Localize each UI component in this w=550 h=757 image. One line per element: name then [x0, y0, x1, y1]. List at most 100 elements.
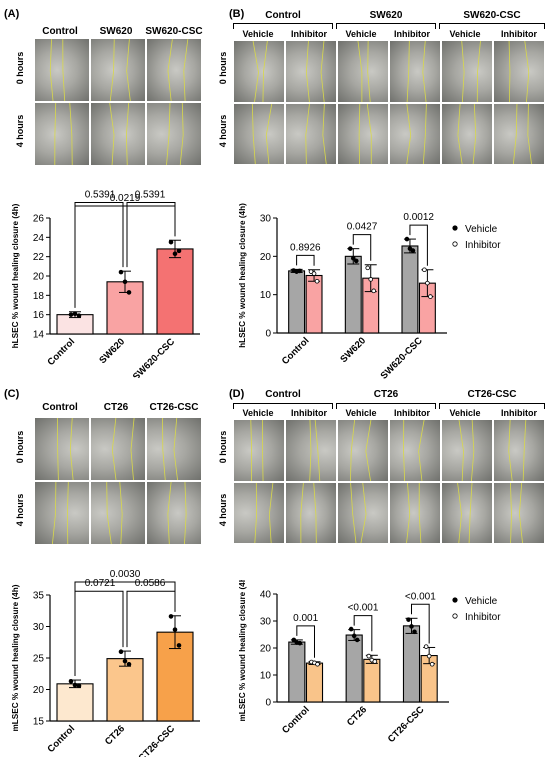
- chart-b-point-vehicle-0-2: [297, 268, 302, 274]
- chart-d-legend-label-0: Vehicle: [465, 596, 498, 607]
- chart-c-ytick-label-4: 35: [33, 591, 45, 602]
- panel-d-image-r0-c4: [441, 419, 493, 482]
- panel-a-image-r0-c1: [90, 38, 146, 102]
- panel-c-image-r1-c0: [34, 481, 90, 545]
- panel-b-image-r0-c3: [389, 40, 441, 103]
- panel-c-wound-edges-r0-c2: [162, 418, 178, 480]
- panel-d-sub-vehicle-3: Vehicle: [449, 408, 481, 418]
- chart-d-bar-vehicle-2: [402, 625, 421, 703]
- panel-d-image-r1-c1: [285, 481, 337, 544]
- panel-d-group-ct26: CT26: [373, 389, 399, 400]
- chart-c-point-1-1: [122, 658, 128, 664]
- chart-a-ytick-label-4: 22: [33, 252, 45, 263]
- chart-d-point-inhibitor-2-1: [426, 653, 432, 659]
- chart-a-comparison-bracket-2: [74, 205, 176, 308]
- panel-a-wound-edges-r0-c2: [167, 39, 189, 101]
- chart-d-comparison-label-1: <0.001: [348, 603, 379, 614]
- panel-b-image-grid: [233, 40, 545, 165]
- chart-d-point-vehicle-2-0: [406, 617, 411, 622]
- chart-c-point-0-0: [68, 679, 74, 684]
- panel-d-wound-edges-r0-c4: [458, 419, 475, 481]
- panel-a-wound-edges-r1-c0: [54, 103, 73, 165]
- panel-b-wound-edges-r1-c3: [406, 103, 427, 165]
- chart-a-point-2-0: [168, 239, 174, 245]
- panel-a-image-r1-c0: [34, 102, 90, 166]
- chart-d-xtick-label-2: CT26-CSC: [386, 704, 427, 745]
- chart-d-legend-marker-1: [452, 613, 458, 619]
- panel-a-col-control: Control: [42, 26, 78, 37]
- chart-c-point-2-1: [172, 627, 178, 632]
- chart-b-point-vehicle-1-1: [350, 255, 356, 261]
- panel-b-wound-edges-r0-c4: [461, 40, 481, 102]
- panel-b-image-r0-c0: [233, 40, 285, 103]
- panel-d-group-control: Control: [265, 389, 301, 400]
- panel-b-wound-edges-r0-c1: [305, 40, 325, 102]
- chart-b-bar-vehicle-1: [344, 255, 362, 334]
- chart-a-ytick-label-0: 14: [33, 330, 45, 341]
- panel-b-wound-edges-r0-c2: [357, 40, 371, 102]
- panel-d-sub-vehicle-1: Vehicle: [242, 408, 274, 418]
- chart-c-point-0-2: [76, 683, 82, 689]
- panel-d-wound-edges-r1-c2: [350, 482, 367, 544]
- chart-c-ytick-label-3: 30: [33, 622, 45, 633]
- panel-d-wound-edges-r0-c5: [508, 419, 527, 481]
- panel-d-group-ct26-csc: CT26-CSC: [467, 389, 517, 400]
- panel-d-label: (D): [229, 388, 245, 400]
- panel-c-image-r0-c1: [90, 417, 146, 481]
- chart-b-xtick-label-0: Control: [280, 335, 312, 367]
- panel-b-image-r0-c5: [493, 40, 545, 103]
- panel-d-row-0h: 0 hours: [218, 430, 228, 464]
- chart-b-point-inhibitor-2-0: [422, 267, 427, 273]
- chart-c-ytick-label-2: 25: [33, 654, 45, 665]
- panel-d-wound-edges-r0-c2: [350, 419, 372, 481]
- chart-d-bar-vehicle-1: [345, 634, 363, 703]
- chart-a-comparison-label-1: 0.5391: [135, 190, 166, 201]
- chart-a-ytick-label-5: 24: [33, 233, 45, 244]
- panel-a-wound-edges-r1-c2: [166, 103, 184, 165]
- panel-d-image-r0-c2: [337, 419, 389, 482]
- chart-b-legend-label-0: Vehicle: [465, 224, 498, 235]
- panel-a-row-0h: 0 hours: [15, 51, 25, 85]
- panel-b-image-r0-c2: [337, 40, 389, 103]
- panel-d-image-r1-c4: [441, 481, 493, 544]
- panel-d-image-r1-c0: [233, 481, 285, 544]
- chart-b-ytick-label-0: 0: [265, 329, 271, 340]
- panel-d-wound-edges-r1-c5: [510, 482, 523, 544]
- chart-b-point-vehicle-2-0: [404, 236, 410, 242]
- panel-d-image-r0-c5: [493, 419, 545, 482]
- chart-a-xtick-label-1: SW620: [97, 336, 127, 366]
- chart-a-xtick-label-2: SW620-CSC: [131, 336, 177, 378]
- chart-b-legend-marker-0: [452, 225, 458, 231]
- panel-b-image-r0-c1: [285, 40, 337, 103]
- chart-a: 14 16 18 20 22 24 26 hLSEC % wound healing clos…: [11, 190, 200, 378]
- chart-d-comparison-label-0: 0.001: [293, 613, 318, 624]
- panel-b-row-0h: 0 hours: [218, 51, 228, 85]
- chart-a-point-0-1: [72, 311, 78, 317]
- panel-b-group-sw620-csc: SW620-CSC: [463, 10, 521, 21]
- panel-b-wound-edges-r1-c4: [457, 103, 477, 165]
- chart-d: 0 10 20 30 40 mLSEC % wound healing closure (…: [238, 580, 501, 745]
- panel-b-bracket-control: [233, 23, 333, 29]
- panel-b-wound-edges-r0-c0: [252, 40, 268, 102]
- chart-d-point-inhibitor-0-2: [315, 661, 320, 667]
- panel-b-wound-edges-r0-c5: [508, 40, 530, 102]
- chart-c-point-1-2: [126, 662, 132, 667]
- panel-d-image-r0-c0: [233, 419, 285, 482]
- chart-c-bar-0: [56, 683, 94, 722]
- chart-d-comparison-label-2: <0.001: [405, 591, 436, 602]
- chart-d-comparison-bracket-1: [353, 615, 373, 652]
- chart-c-xtick-label-0: Control: [45, 723, 77, 755]
- panel-b-image-r1-c4: [441, 102, 493, 165]
- chart-c-xtick-label-1: CT26: [103, 723, 127, 747]
- panel-c-image-r0-c2: [146, 417, 202, 481]
- chart-c-bar-1: [106, 658, 144, 722]
- panel-b-image-r1-c3: [389, 102, 441, 165]
- chart-b-point-inhibitor-0-1: [311, 271, 317, 276]
- panel-d-sub-inhibitor-1: Inhibitor: [291, 408, 327, 418]
- chart-b-ytick-label-2: 20: [260, 252, 272, 263]
- chart-a-point-2-2: [176, 248, 182, 254]
- panel-d-image-r1-c2: [337, 481, 389, 544]
- chart-d-point-inhibitor-2-2: [429, 661, 435, 667]
- chart-d-ytick-label-2: 20: [260, 644, 272, 655]
- panel-b-wound-edges-r1-c0: [251, 103, 273, 165]
